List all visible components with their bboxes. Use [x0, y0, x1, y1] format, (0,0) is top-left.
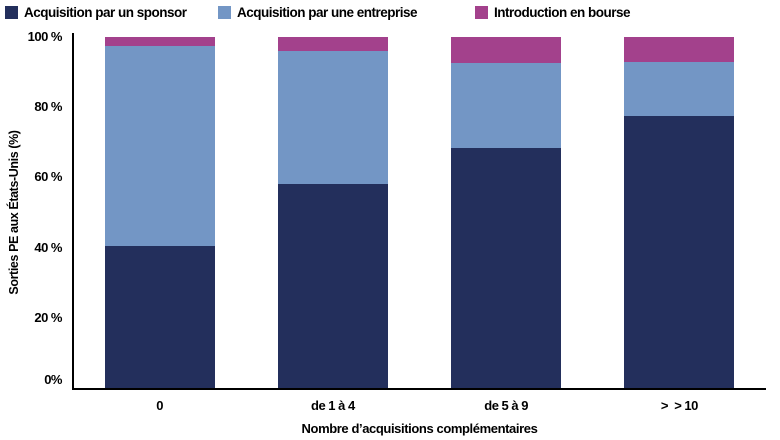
bar-segment	[451, 37, 562, 64]
bar-stack	[104, 37, 215, 388]
bar-segment	[624, 61, 735, 116]
bar-stack	[624, 37, 735, 388]
y-axis-title: Sorties PE aux États-Unis (%)	[7, 130, 21, 295]
bar-segment	[277, 184, 388, 388]
x-tick-label: de 5 à 9	[484, 398, 528, 413]
x-tick-label: 0	[156, 398, 163, 413]
legend-swatch	[475, 6, 488, 19]
y-tick-label: 100 %	[27, 29, 63, 44]
bar-segment	[104, 245, 215, 388]
legend-label: Introduction en bourse	[494, 5, 631, 20]
legend-label: Acquisition par un sponsor	[24, 5, 187, 20]
y-tick-label: 20 %	[34, 309, 62, 325]
bar-stack	[277, 37, 388, 388]
bar-segment	[624, 115, 735, 388]
x-axis-line	[72, 388, 766, 390]
x-tick-label: de 1 à 4	[311, 398, 355, 413]
bar-segment	[104, 37, 215, 46]
legend-item: Acquisition par un sponsor	[5, 5, 187, 20]
y-tick-label: 80 %	[34, 99, 62, 115]
bar-stack	[451, 37, 562, 388]
bar-segment	[624, 37, 735, 62]
x-tick-label: > > 10	[660, 398, 698, 413]
bar-segment	[277, 51, 388, 185]
y-tick-label: 40 %	[34, 239, 62, 255]
bar-segment	[277, 37, 388, 52]
legend-label: Acquisition par une entreprise	[237, 5, 418, 20]
legend-swatch	[218, 6, 231, 19]
legend-item: Introduction en bourse	[475, 5, 631, 20]
legend-swatch	[5, 6, 18, 19]
y-tick-label: 60 %	[34, 169, 62, 185]
x-axis-title: Nombre d’acquisitions complémentaires	[301, 421, 538, 436]
bar-segment	[104, 45, 215, 246]
bar-segment	[451, 147, 562, 388]
y-tick-label: 0%	[44, 372, 62, 387]
bar-segment	[451, 63, 562, 148]
y-axis-line	[72, 33, 74, 389]
legend-item: Acquisition par une entreprise	[218, 5, 418, 20]
